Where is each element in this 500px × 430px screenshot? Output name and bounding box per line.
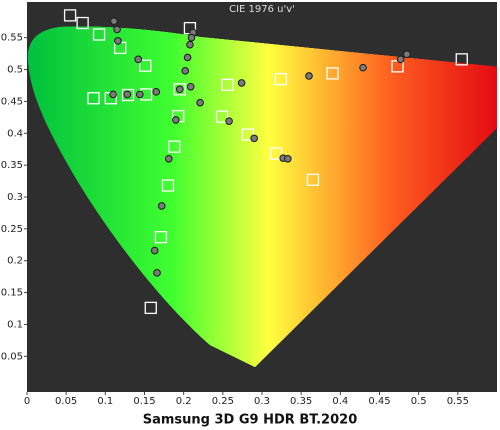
measured-point bbox=[250, 134, 258, 143]
measured-point bbox=[225, 117, 233, 125]
measured-point bbox=[109, 90, 117, 99]
x-tick-label: 0.15 bbox=[133, 396, 155, 407]
target-point bbox=[269, 147, 283, 160]
y-tick-label: 0.45 bbox=[1, 96, 23, 107]
x-tick-label: 0.45 bbox=[368, 396, 390, 407]
measured-point bbox=[183, 53, 192, 62]
measured-point bbox=[175, 85, 184, 94]
x-tick-label: 0 bbox=[24, 396, 30, 407]
x-tick-label: 0.35 bbox=[290, 396, 312, 407]
target-point bbox=[274, 72, 287, 86]
measured-point bbox=[157, 202, 166, 210]
measured-point bbox=[110, 17, 118, 25]
measured-point bbox=[153, 269, 161, 277]
measured-point bbox=[150, 246, 159, 255]
x-tick-label: 0.2 bbox=[176, 396, 192, 407]
target-point bbox=[326, 67, 339, 80]
y-tick-label: 0.15 bbox=[1, 288, 23, 299]
target-point bbox=[87, 92, 100, 105]
measured-point bbox=[396, 55, 405, 64]
measured-point bbox=[403, 50, 411, 59]
target-point bbox=[173, 83, 186, 96]
chart-title: CIE 1976 u'v' bbox=[229, 4, 295, 15]
target-point bbox=[139, 59, 152, 72]
target-point bbox=[161, 179, 175, 192]
y-tick-label: 0.3 bbox=[7, 192, 23, 203]
y-tick-label: 0.5 bbox=[7, 65, 23, 76]
caption: Samsung 3D G9 HDR BT.2020 bbox=[143, 413, 358, 428]
measured-point bbox=[186, 82, 195, 91]
measured-point bbox=[152, 88, 161, 96]
target-point bbox=[306, 173, 320, 186]
measured-point bbox=[172, 116, 180, 124]
target-point bbox=[241, 128, 255, 141]
marks bbox=[63, 9, 468, 315]
y-tick-label: 0.05 bbox=[1, 351, 23, 362]
target-point bbox=[92, 28, 106, 41]
y-tick-label: 0.25 bbox=[1, 224, 23, 235]
x-tick-label: 0.55 bbox=[447, 396, 469, 407]
target-point bbox=[168, 140, 181, 153]
y-tick-label: 0.4 bbox=[7, 128, 23, 139]
x-tick-label: 0.5 bbox=[411, 396, 427, 407]
measured-point bbox=[237, 79, 246, 87]
target-point bbox=[144, 301, 157, 315]
target-point bbox=[121, 88, 135, 102]
measured-point bbox=[134, 55, 143, 64]
measured-point bbox=[181, 67, 190, 75]
target-point bbox=[63, 9, 77, 22]
y-tick-label: 0.35 bbox=[1, 160, 23, 171]
target-point bbox=[154, 230, 168, 244]
measured-point bbox=[284, 154, 292, 163]
x-tick-label: 0.3 bbox=[254, 396, 270, 407]
target-point bbox=[76, 16, 89, 30]
measured-point bbox=[164, 154, 173, 163]
y-tick-label: 0.1 bbox=[7, 319, 23, 330]
measured-point bbox=[123, 90, 132, 99]
gamut bbox=[27, 26, 497, 368]
x-tick-label: 0.05 bbox=[55, 396, 77, 407]
x-tick-label: 0.4 bbox=[332, 396, 348, 407]
measured-point bbox=[187, 33, 196, 42]
measured-point bbox=[114, 37, 122, 45]
y-tick-label: 0.55 bbox=[1, 33, 23, 44]
measured-point bbox=[196, 98, 204, 107]
target-point bbox=[221, 78, 234, 91]
measured-point bbox=[136, 90, 144, 99]
measured-point bbox=[359, 63, 367, 72]
x-tick-label: 0.25 bbox=[212, 396, 234, 407]
target-point bbox=[455, 53, 468, 66]
target-point bbox=[215, 110, 229, 123]
measured-point bbox=[113, 25, 121, 34]
y-tick-label: 0.2 bbox=[7, 256, 23, 267]
measured-point bbox=[305, 72, 313, 80]
measured-point bbox=[186, 40, 194, 49]
x-tick-label: 0.1 bbox=[97, 396, 113, 407]
